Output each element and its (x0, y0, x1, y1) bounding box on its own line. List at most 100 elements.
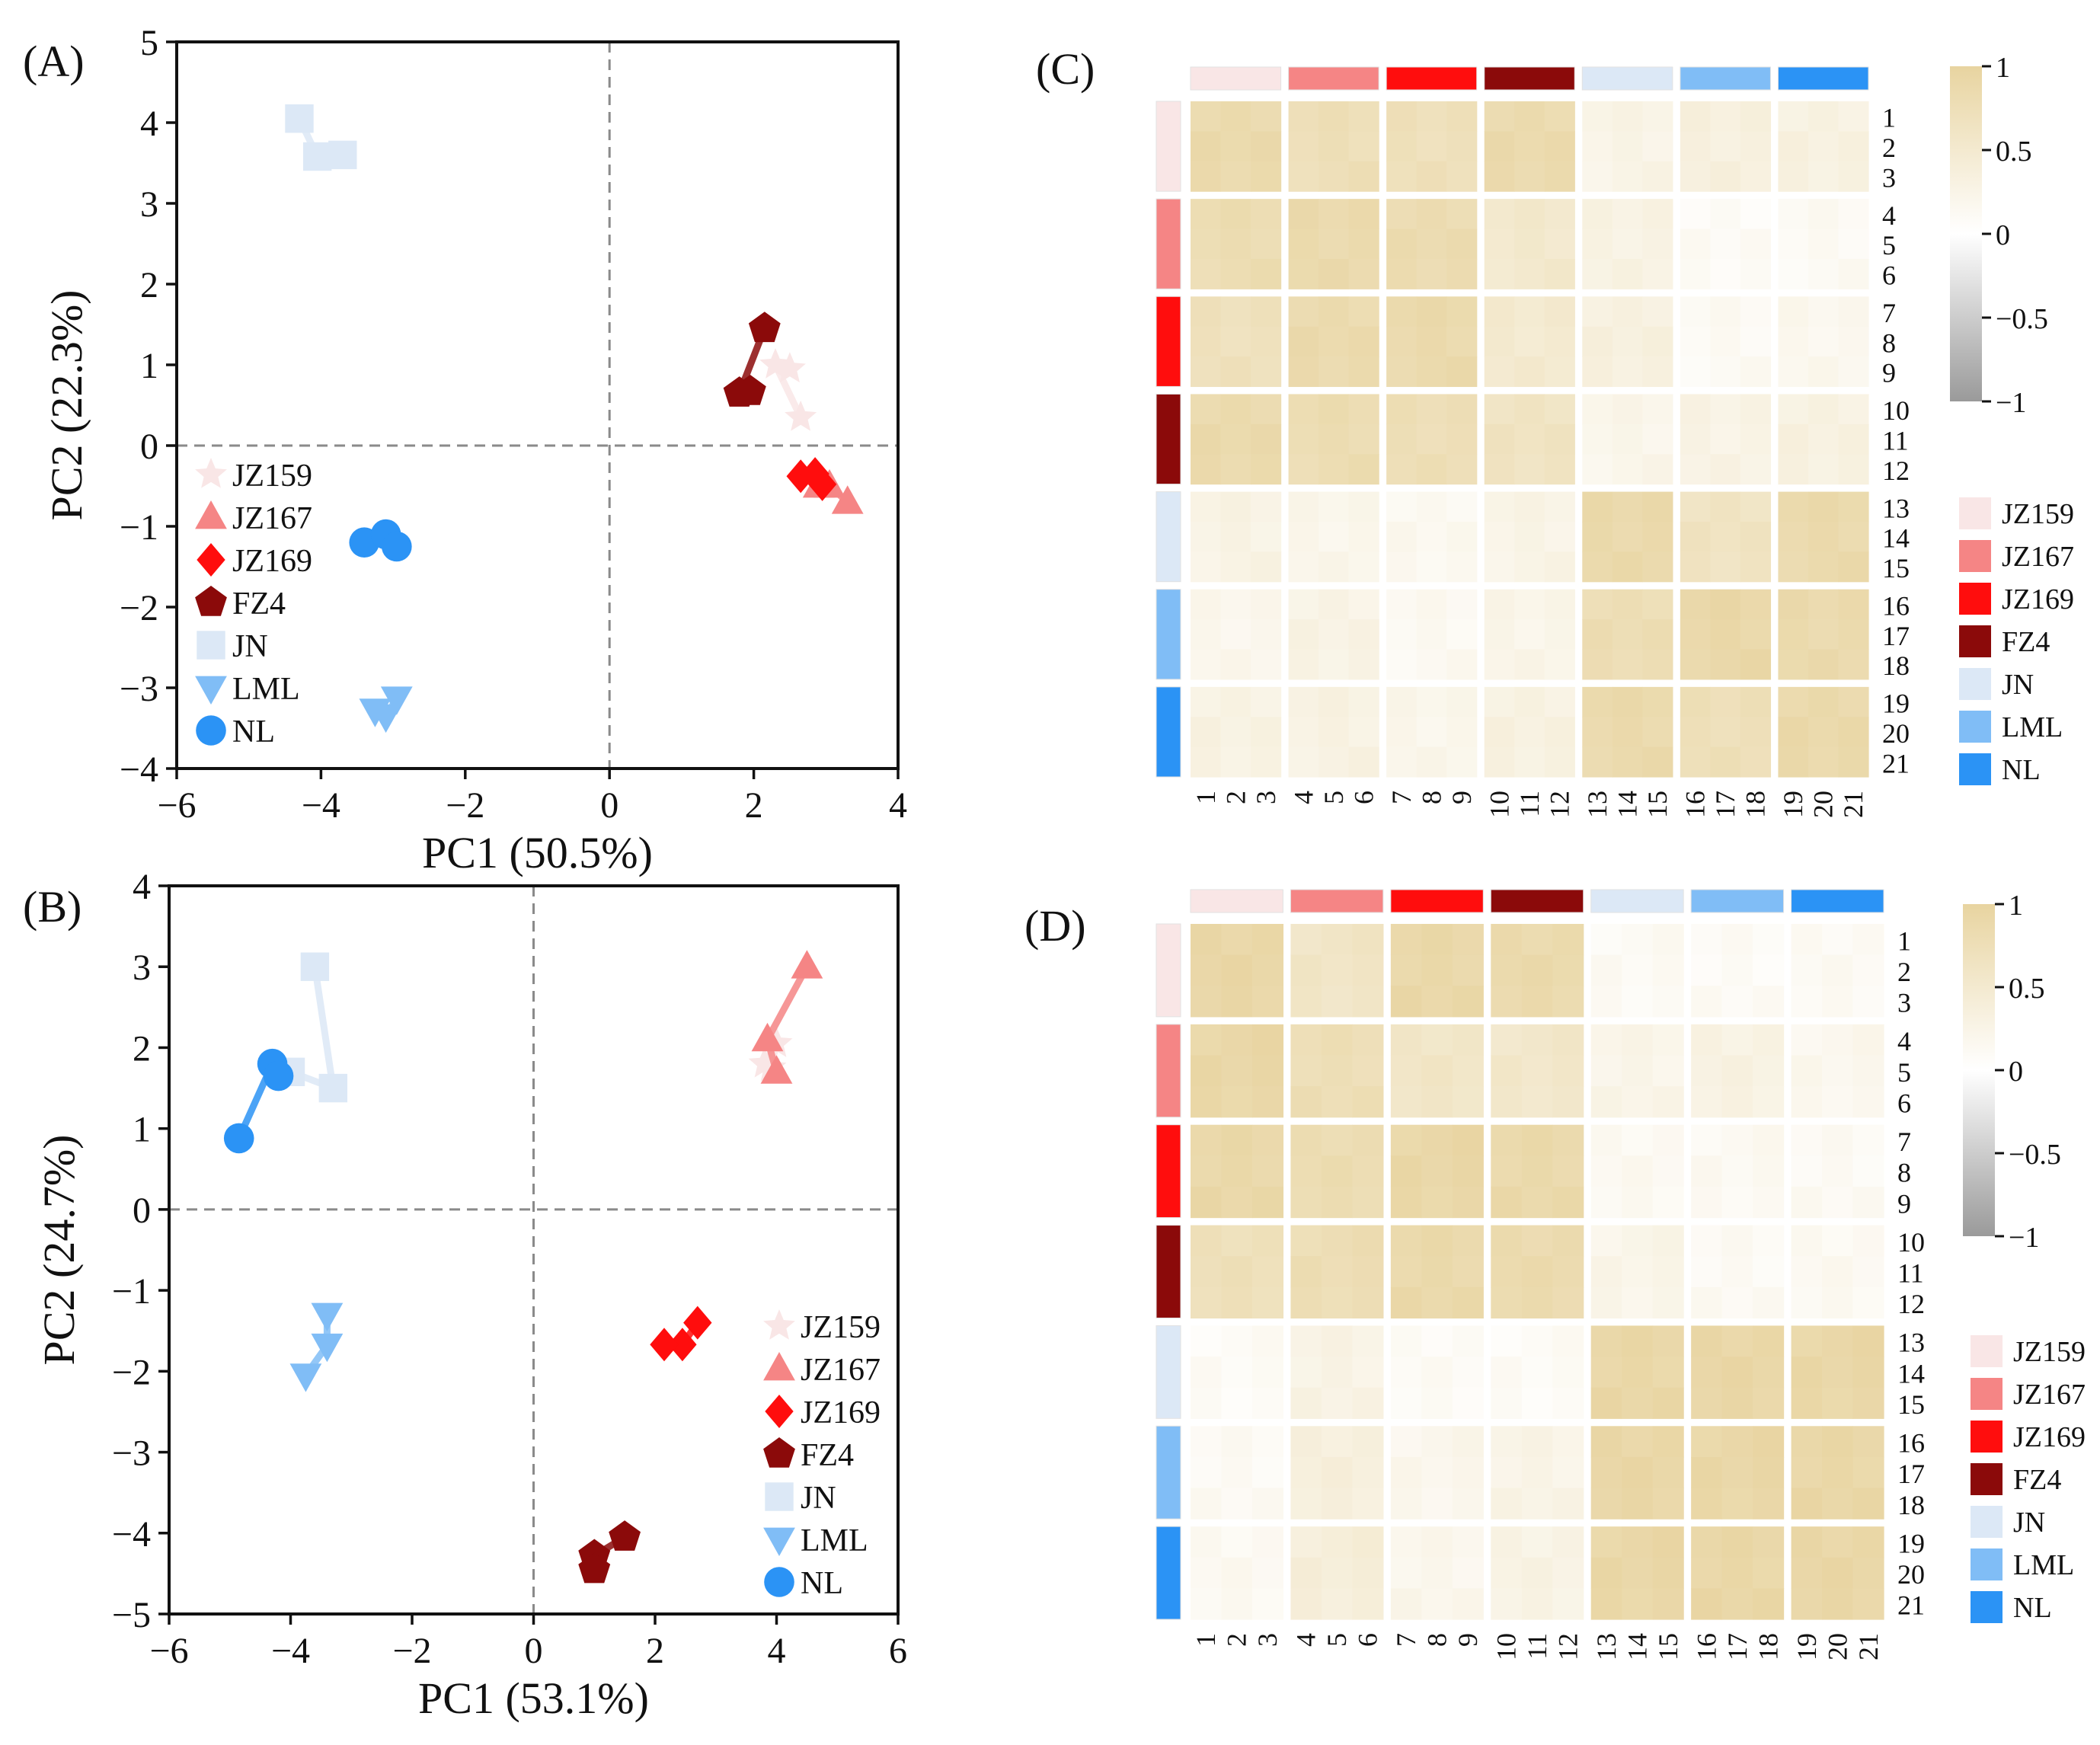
heatmap-cell (1321, 1426, 1353, 1458)
y-axis-title: PC2 (24.7%) (34, 1135, 84, 1366)
heatmap-cell (1221, 1155, 1253, 1187)
heatmap-cell (1552, 1055, 1584, 1087)
heatmap-cell (1446, 551, 1478, 583)
heatmap-cell (1191, 1588, 1223, 1620)
heatmap-cell (1452, 1426, 1484, 1458)
col-label: 14 (1622, 1633, 1652, 1660)
row-label: 18 (1882, 650, 1910, 681)
heatmap-cell (1838, 356, 1869, 388)
heatmap-cell (1348, 229, 1379, 260)
heatmap-cell (1290, 1124, 1322, 1156)
row-label: 15 (1882, 553, 1910, 583)
legend-label-jn: JN (801, 1481, 836, 1516)
heatmap-cell (1421, 1357, 1453, 1389)
heatmap-cell (1191, 1024, 1223, 1056)
col-label: 4 (1288, 791, 1318, 804)
point-fz4-1 (609, 1520, 641, 1551)
heatmap-cell (1288, 296, 1319, 328)
heatmap-cell (1318, 258, 1350, 289)
heatmap-cell (1446, 296, 1478, 328)
row-group-bar-nl (1155, 686, 1181, 778)
point-lml-2 (311, 1333, 344, 1363)
heatmap-cell (1251, 1426, 1284, 1458)
heatmap-cell (1612, 229, 1643, 260)
heatmap-cell (1753, 986, 1785, 1018)
y-tick-label: 0 (140, 427, 158, 467)
heatmap-cell (1852, 1387, 1884, 1419)
heatmap-cell (1251, 551, 1282, 583)
heatmap-cell (1753, 1357, 1785, 1389)
heatmap-cell (1710, 649, 1741, 680)
heatmap-cell (1740, 589, 1772, 620)
col-label: 20 (1822, 1633, 1852, 1660)
heatmap-cell (1416, 454, 1447, 485)
heatmap-cell (1484, 649, 1515, 680)
heatmap-cell (1652, 1557, 1684, 1589)
row-label: 18 (1897, 1490, 1925, 1520)
x-tick-label: 4 (889, 785, 907, 826)
heatmap-cell (1721, 1325, 1753, 1357)
heatmap-cell (1288, 229, 1319, 260)
heatmap-cell (1544, 521, 1575, 552)
heatmap-cell (1791, 924, 1823, 956)
heatmap-cell (1390, 1325, 1422, 1357)
heatmap-cell (1446, 454, 1478, 485)
heatmap-cell (1691, 1357, 1723, 1389)
heatmap-cell (1838, 258, 1869, 289)
heatmap-cell (1318, 356, 1350, 388)
heatmap-cell (1386, 229, 1418, 260)
heatmap-cell (1452, 1357, 1484, 1389)
row-label: 14 (1882, 523, 1910, 554)
heatmap-cell (1386, 649, 1418, 680)
heatmap-cell (1421, 1526, 1453, 1558)
heatmap-cell (1446, 717, 1478, 748)
heatmap-cell (1220, 454, 1251, 485)
heatmap-cell (1191, 423, 1222, 455)
heatmap-cell (1221, 1286, 1253, 1319)
heatmap-cell (1721, 1557, 1753, 1589)
heatmap-cell (1590, 1256, 1622, 1288)
heatmap-cell (1220, 619, 1251, 650)
heatmap-cell (1288, 423, 1319, 455)
heatmap-cell (1191, 954, 1223, 986)
heatmap-cell (1191, 454, 1222, 485)
heatmap-cell (1710, 454, 1741, 485)
heatmap-cell (1321, 1588, 1353, 1620)
heatmap-cell (1452, 1325, 1484, 1357)
heatmap-cell (1721, 1588, 1753, 1620)
heatmap-cell (1491, 1557, 1523, 1589)
heatmap-cell (1838, 717, 1869, 748)
row-group-bar-lml (1155, 1425, 1181, 1520)
heatmap-cell (1622, 1286, 1654, 1319)
heatmap-cell (1321, 1357, 1353, 1389)
heatmap-cell (1386, 296, 1418, 328)
heatmap-cell (1680, 258, 1711, 289)
panel-label: (B) (23, 882, 82, 932)
heatmap-cell (1582, 521, 1613, 552)
legend-marker-lml (763, 1527, 795, 1556)
heatmap-cell (1778, 199, 1809, 230)
heatmap-cell (1318, 717, 1350, 748)
heatmap-cell (1251, 1086, 1284, 1118)
heatmap-cell (1622, 1186, 1654, 1219)
col-group-bar-jz167 (1290, 889, 1384, 913)
heatmap-cell (1390, 1286, 1422, 1319)
heatmap-cell (1778, 619, 1809, 650)
legend-label-lml: LML (801, 1523, 868, 1558)
panel-label: (A) (23, 37, 85, 86)
heatmap-cell (1691, 1086, 1723, 1118)
legend-swatch-nl (1971, 1591, 2003, 1623)
heatmap-cell (1552, 1357, 1584, 1389)
heatmap-cell (1452, 1186, 1484, 1219)
heatmap-cell (1680, 229, 1711, 260)
x-tick-label: −2 (392, 1631, 431, 1671)
heatmap-cell (1221, 1256, 1253, 1288)
heatmap-cell (1318, 229, 1350, 260)
heatmap-cell (1838, 589, 1869, 620)
col-label: 19 (1792, 1633, 1822, 1660)
heatmap-cell (1484, 423, 1515, 455)
heatmap-cell (1452, 1557, 1484, 1589)
heatmap-cell (1852, 1488, 1884, 1520)
legend-label-nl: NL (2002, 754, 2041, 786)
heatmap-cell (1691, 1024, 1723, 1056)
